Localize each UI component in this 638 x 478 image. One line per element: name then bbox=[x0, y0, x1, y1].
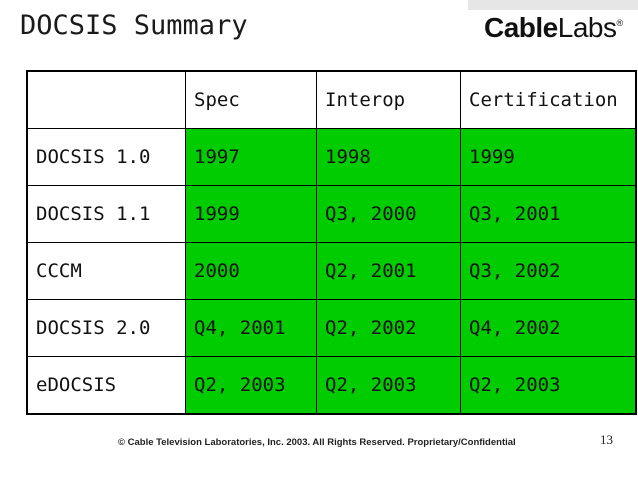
row-header: eDOCSIS bbox=[26, 356, 186, 415]
logo: CableLabs® bbox=[484, 12, 623, 44]
cell: Q2, 2003 bbox=[316, 356, 461, 415]
title: DOCSIS Summary bbox=[20, 10, 248, 41]
row-header: CCCM bbox=[26, 242, 186, 300]
table-row: DOCSIS 1.1 1999 Q3, 2000 Q3, 2001 bbox=[26, 185, 637, 243]
page-number: 13 bbox=[600, 432, 613, 447]
cell: Q3, 2002 bbox=[460, 242, 637, 300]
cell: 1998 bbox=[316, 128, 461, 186]
cell: Q2, 2001 bbox=[316, 242, 461, 300]
cell: Q3, 2001 bbox=[460, 185, 637, 243]
logo-band bbox=[468, 0, 638, 10]
cell: Q2, 2003 bbox=[460, 356, 637, 415]
table-row: DOCSIS 1.0 1997 1998 1999 bbox=[26, 128, 637, 186]
logo-mark: ® bbox=[616, 18, 623, 28]
cell: 1999 bbox=[185, 185, 317, 243]
cell: 1997 bbox=[185, 128, 317, 186]
table-row: DOCSIS 2.0 Q4, 2001 Q2, 2002 Q4, 2002 bbox=[26, 299, 637, 357]
logo-bold: Cable bbox=[484, 12, 558, 43]
column-header: Interop bbox=[316, 70, 461, 129]
copyright: © Cable Television Laboratories, Inc. 20… bbox=[118, 437, 516, 448]
row-header: DOCSIS 1.0 bbox=[26, 128, 186, 186]
table-row: eDOCSIS Q2, 2003 Q2, 2003 Q2, 2003 bbox=[26, 356, 637, 415]
table-row: CCCM 2000 Q2, 2001 Q3, 2002 bbox=[26, 242, 637, 300]
cell: Q4, 2001 bbox=[185, 299, 317, 357]
header-row: Spec Interop Certification bbox=[26, 70, 637, 129]
row-header: DOCSIS 1.1 bbox=[26, 185, 186, 243]
logo-light: Labs bbox=[557, 12, 617, 43]
column-header: Certification bbox=[460, 70, 637, 129]
cell: 2000 bbox=[185, 242, 317, 300]
row-header: DOCSIS 2.0 bbox=[26, 299, 186, 357]
summary-table: Spec Interop Certification DOCSIS 1.0 1997 19… bbox=[26, 70, 637, 415]
cell: Q2, 2002 bbox=[316, 299, 461, 357]
cell: Q4, 2002 bbox=[460, 299, 637, 357]
column-header: Spec bbox=[185, 70, 317, 129]
cell: 1999 bbox=[460, 128, 637, 186]
cell: Q3, 2000 bbox=[316, 185, 461, 243]
cell: Q2, 2003 bbox=[185, 356, 317, 415]
corner-cell bbox=[26, 70, 186, 129]
